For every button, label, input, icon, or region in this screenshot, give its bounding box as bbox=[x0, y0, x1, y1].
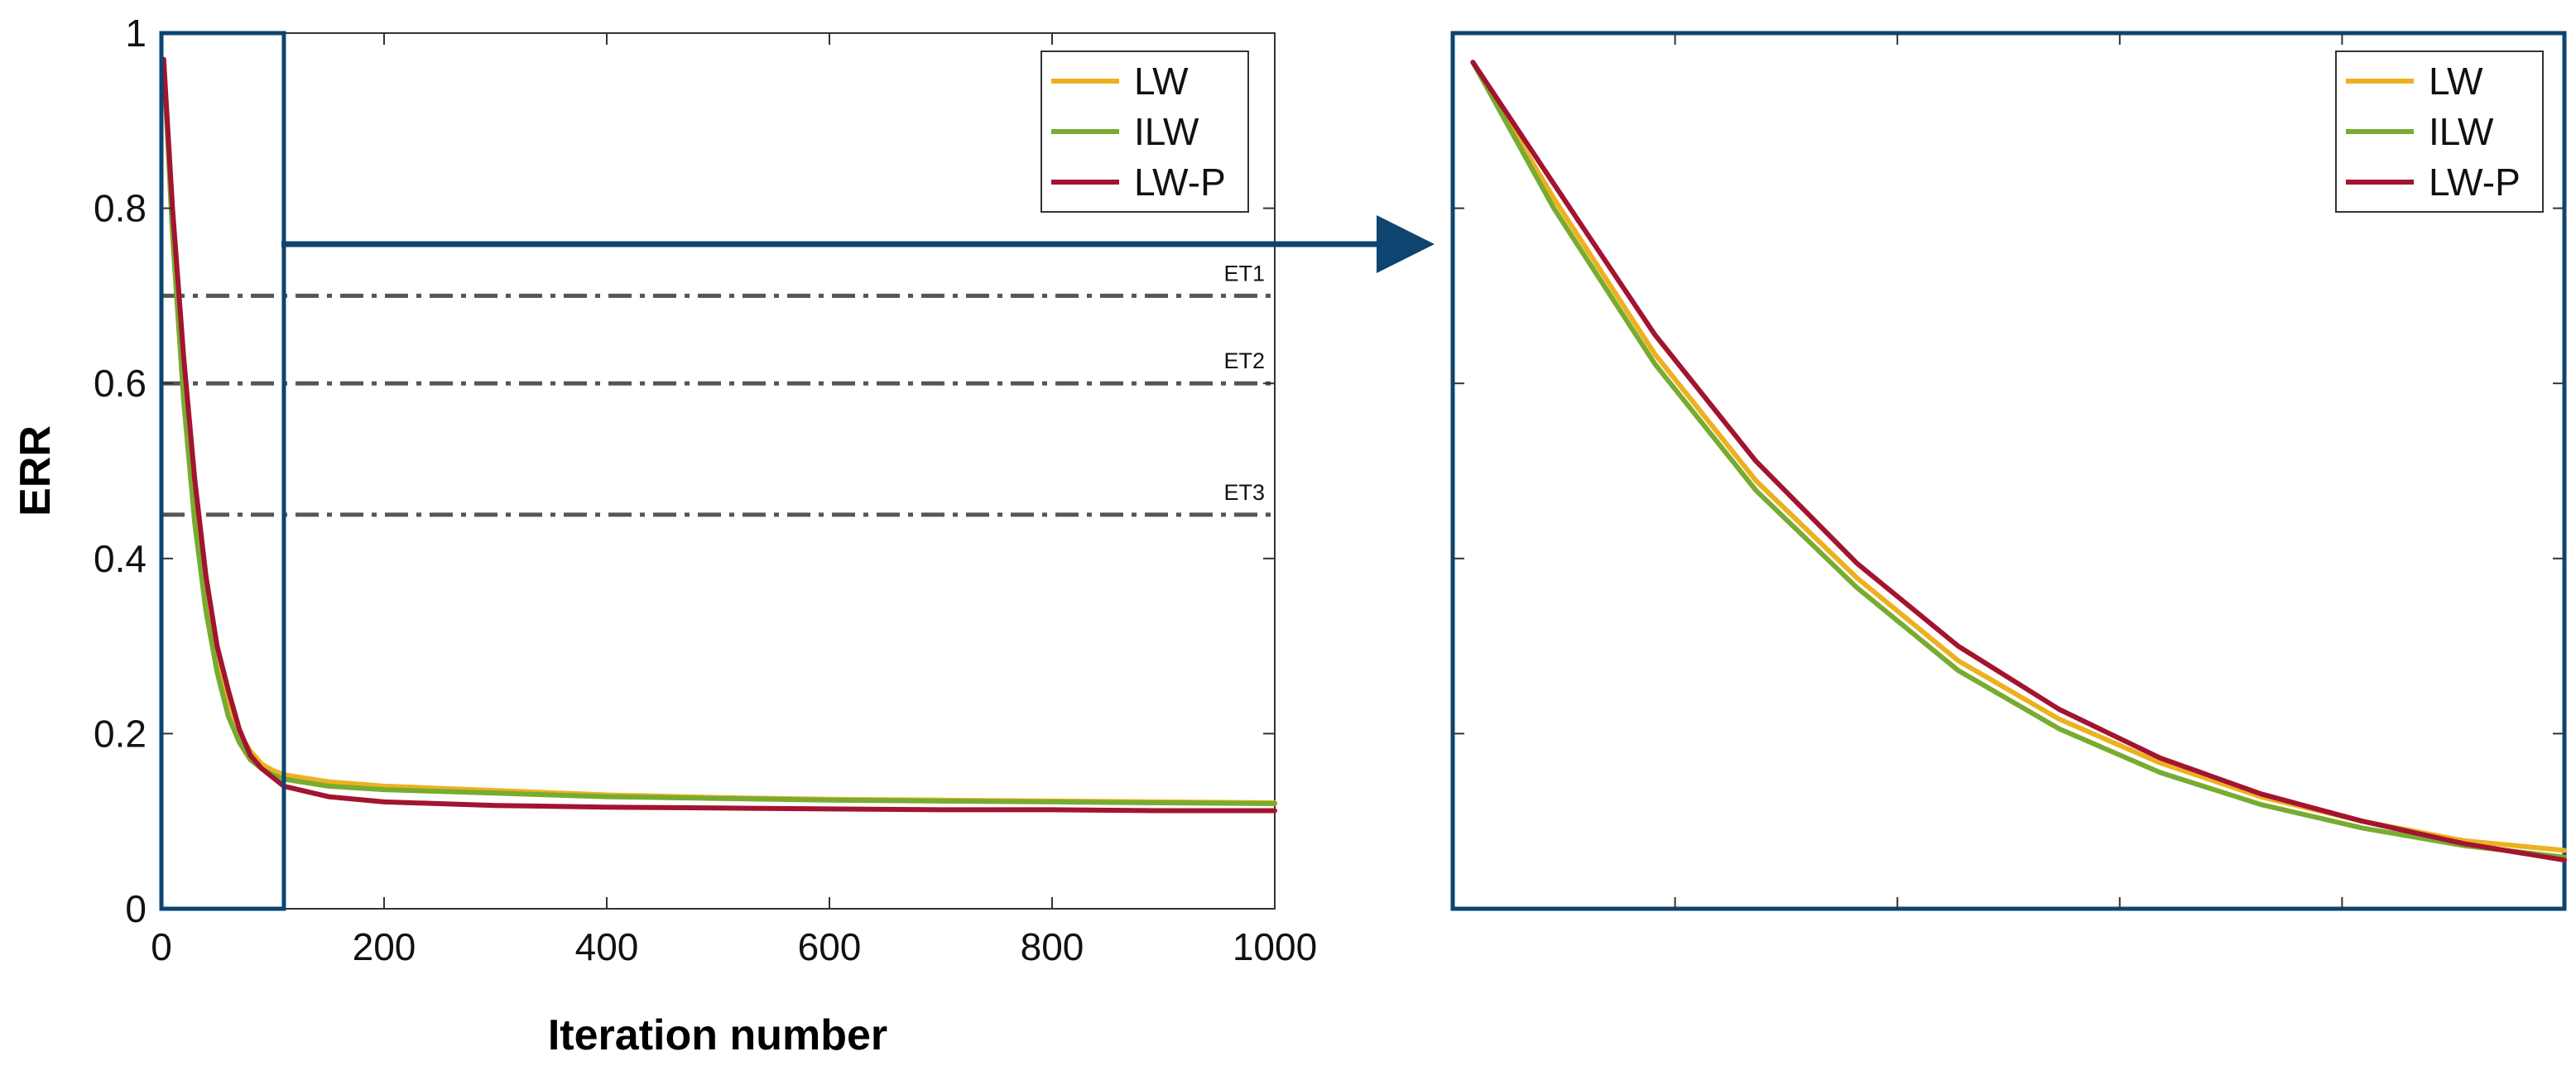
main-legend: LW ILW LW-P bbox=[1040, 50, 1249, 213]
y-tick-label: 1 bbox=[125, 12, 147, 55]
legend-label-ilw: ILW bbox=[1134, 110, 1199, 153]
main-axis-ticks: 0 200 400 600 800 1000 0 0.2 0.4 0.6 0.8 1 bbox=[94, 12, 1317, 968]
y-tick-label: 0.4 bbox=[94, 537, 147, 580]
threshold-label-et3: ET3 bbox=[1223, 480, 1265, 505]
main-series-group bbox=[161, 56, 1277, 814]
zoom-legend-label-lw: LW bbox=[2429, 60, 2483, 103]
y-tick-label: 0.6 bbox=[94, 362, 147, 405]
zoom-series-group bbox=[1470, 60, 2567, 863]
zoom-series-line-ilw bbox=[1470, 60, 2567, 860]
y-tick-label: 0.8 bbox=[94, 187, 147, 230]
main-plot: ET1 ET2 ET3 0 200 400 600 800 1000 0 0.2 0.4 0.6 0.8… bbox=[12, 12, 1317, 1059]
y-tick-label: 0 bbox=[125, 887, 147, 930]
x-tick-label: 600 bbox=[798, 925, 862, 968]
series-line-ilw bbox=[161, 56, 1277, 806]
x-tick-label: 1000 bbox=[1233, 925, 1317, 968]
legend-label-lw: LW bbox=[1134, 60, 1189, 103]
threshold-label-et1: ET1 bbox=[1223, 261, 1265, 286]
zoom-series-line-lw-p bbox=[1470, 60, 2567, 863]
zoom-plot-frame bbox=[1450, 31, 2567, 911]
threshold-lines: ET1 ET2 ET3 bbox=[161, 261, 1275, 517]
x-tick-label: 0 bbox=[151, 925, 172, 968]
series-line-lw-p bbox=[161, 56, 1277, 814]
x-tick-label: 800 bbox=[1021, 925, 1084, 968]
zoom-legend-label-lwp: LW-P bbox=[2429, 161, 2521, 204]
legend-label-lwp: LW-P bbox=[1134, 161, 1226, 204]
zoom-legend-label-ilw: ILW bbox=[2429, 110, 2494, 153]
threshold-label-et2: ET2 bbox=[1223, 348, 1265, 373]
x-axis-title: Iteration number bbox=[548, 1011, 887, 1059]
y-axis-title: ERR bbox=[12, 425, 60, 516]
zoom-region-box bbox=[159, 31, 286, 911]
zoom-legend: LW ILW LW-P bbox=[2335, 50, 2544, 213]
x-tick-label: 200 bbox=[353, 925, 416, 968]
zoom-plot: LW ILW LW-P bbox=[1450, 31, 2567, 911]
x-tick-label: 400 bbox=[575, 925, 639, 968]
zoom-axis-ticks bbox=[1453, 33, 2564, 909]
y-tick-label: 0.2 bbox=[94, 712, 147, 755]
